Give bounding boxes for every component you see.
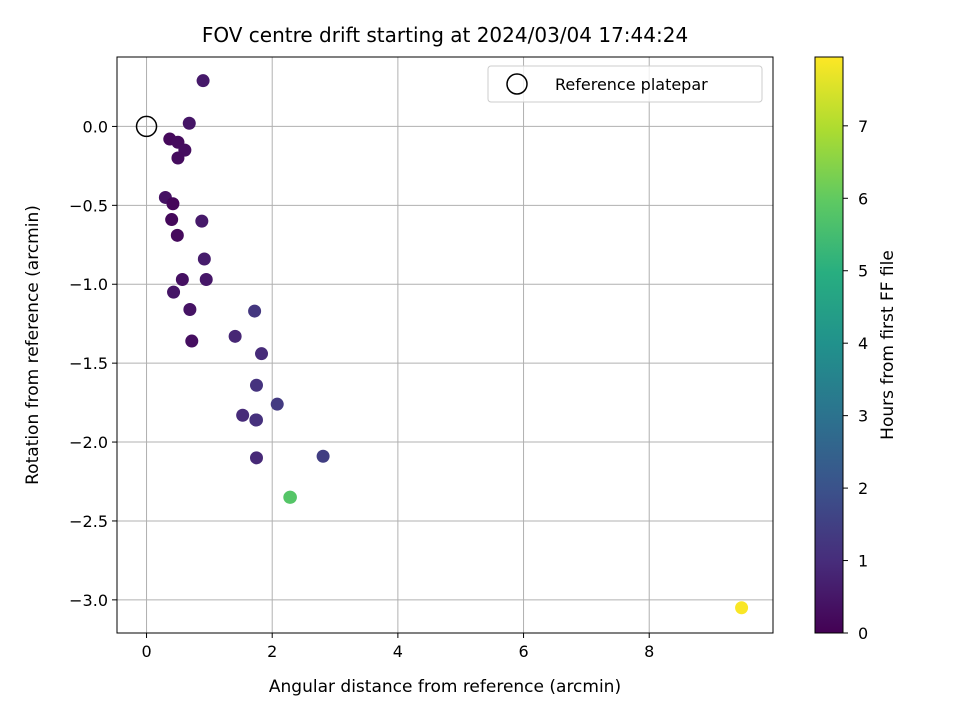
data-point bbox=[185, 334, 199, 348]
x-tick-label: 2 bbox=[267, 642, 277, 661]
y-tick-label: −0.5 bbox=[69, 196, 108, 215]
colorbar-tick-label: 1 bbox=[858, 552, 868, 571]
data-point bbox=[182, 116, 196, 130]
y-axis: 0.0 −0.5 −1.0 −1.5 −2.0 −2.5 −3.0 bbox=[69, 117, 117, 610]
legend-box bbox=[487, 65, 763, 103]
data-point bbox=[175, 273, 189, 287]
data-point bbox=[283, 490, 297, 504]
y-tick-label: 0.0 bbox=[83, 117, 108, 136]
data-point bbox=[170, 228, 184, 242]
data-point bbox=[199, 273, 213, 287]
colorbar-label: Hours from first FF file bbox=[878, 250, 898, 440]
data-point bbox=[249, 413, 263, 427]
data-point bbox=[249, 378, 263, 392]
colorbar-ticks: 0 1 2 3 4 5 6 7 bbox=[843, 117, 868, 643]
data-point bbox=[195, 214, 209, 228]
colorbar-tick-label: 7 bbox=[858, 117, 868, 136]
x-axis-title: Angular distance from reference (arcmin) bbox=[269, 677, 621, 697]
reference-platepar-marker bbox=[135, 115, 158, 138]
data-point bbox=[248, 304, 262, 318]
data-point bbox=[197, 252, 211, 266]
colorbar-tick-label: 3 bbox=[858, 407, 868, 426]
colorbar-gradient bbox=[815, 57, 843, 633]
data-point bbox=[735, 601, 749, 615]
chart-title: FOV centre drift starting at 2024/03/04 … bbox=[202, 23, 688, 47]
data-point bbox=[167, 285, 181, 299]
data-point bbox=[236, 408, 250, 422]
data-point bbox=[196, 74, 210, 88]
data-point bbox=[316, 449, 330, 463]
colorbar-tick-label: 6 bbox=[858, 189, 868, 208]
legend-label-reference: Reference platepar bbox=[555, 75, 708, 94]
x-tick-label: 6 bbox=[518, 642, 528, 661]
data-point bbox=[228, 329, 242, 343]
colorbar-tick-label: 5 bbox=[858, 262, 868, 281]
colorbar-tick-label: 4 bbox=[858, 334, 868, 353]
data-point bbox=[166, 197, 180, 211]
colorbar: 0 1 2 3 4 5 6 7 Hours from first FF file bbox=[814, 56, 898, 643]
y-tick-label: −3.0 bbox=[69, 591, 108, 610]
data-point bbox=[165, 213, 179, 227]
grid bbox=[117, 57, 773, 633]
data-point bbox=[171, 151, 185, 165]
data-point bbox=[270, 397, 284, 411]
y-tick-label: −1.5 bbox=[69, 354, 108, 373]
y-axis-title: Rotation from reference (arcmin) bbox=[23, 205, 43, 485]
legend: Reference platepar bbox=[487, 65, 763, 103]
x-tick-label: 0 bbox=[141, 642, 151, 661]
x-tick-label: 8 bbox=[644, 642, 654, 661]
colorbar-frame bbox=[814, 56, 844, 634]
y-tick-label: −2.5 bbox=[69, 512, 108, 531]
plot-frame bbox=[116, 56, 774, 634]
x-tick-label: 4 bbox=[393, 642, 403, 661]
data-point bbox=[255, 347, 269, 361]
colorbar-tick-label: 2 bbox=[858, 479, 868, 498]
legend-marker-reference bbox=[506, 73, 528, 95]
x-axis: 0 2 4 6 8 bbox=[141, 633, 654, 661]
y-tick-label: −1.0 bbox=[69, 275, 108, 294]
scatter-series bbox=[158, 74, 749, 615]
data-point bbox=[183, 302, 197, 316]
data-point bbox=[249, 451, 263, 465]
colorbar-tick-label: 0 bbox=[858, 624, 868, 643]
y-tick-label: −2.0 bbox=[69, 433, 108, 452]
